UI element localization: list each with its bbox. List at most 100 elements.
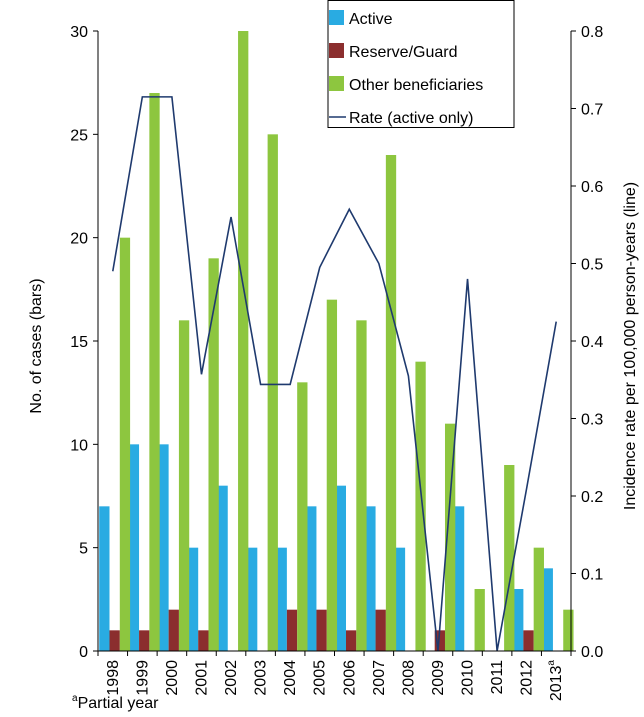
x-tick-label-2008: 2008 (400, 660, 417, 696)
bar-reserve-guard-2004 (286, 609, 298, 651)
x-tick-label-text-2011: 2011 (489, 660, 506, 695)
bar-active-2012 (513, 589, 524, 651)
bar-other-beneficiaries-2010 (474, 589, 485, 651)
bar-active-2001 (187, 547, 199, 651)
bar-reserve-guard-1998 (109, 630, 120, 651)
x-tick-label-2001: 2001 (193, 660, 210, 696)
x-tick-label-2002: 2002 (223, 660, 240, 696)
bar-reserve-guard-1999 (139, 630, 150, 651)
x-tick-label-text-2000: 2000 (164, 660, 181, 696)
bar-active-2010 (453, 506, 465, 651)
bar-other-beneficiaries-2000 (178, 320, 190, 651)
bar-other-beneficiaries-2001 (208, 258, 219, 651)
x-tick-label-2009: 2009 (430, 660, 447, 696)
bar-reserve-guard-2006 (346, 630, 357, 651)
bar-reserve-guard-2007 (375, 609, 386, 651)
y2-tick-label-0.3: 0.3 (581, 412, 603, 429)
y2-tick-label-0.4: 0.4 (581, 334, 603, 351)
y-tick-label-15: 15 (70, 334, 88, 351)
bar-active-2000 (158, 444, 169, 651)
legend: Active Reserve/Guard Other beneficiaries Ra… (327, 0, 515, 128)
bar-active-2005 (306, 506, 317, 651)
bar-active-1999 (128, 444, 140, 651)
y2-tick-label-0.7: 0.7 (581, 102, 603, 119)
legend-label-active: Active (349, 11, 393, 28)
bar-reserve-guard-2000 (168, 609, 179, 651)
legend-swatch-active (329, 10, 344, 25)
y-tick-label-30: 30 (70, 24, 88, 41)
legend-box (327, 0, 515, 128)
y2-tick-label-0.0: 0.0 (581, 644, 603, 661)
y2-axis-title: Incidence rate per 100,000 person-years … (622, 182, 639, 510)
axes-group: 0 5 10 15 20 25 30 0.0 0.1 0.2 0.3 0.4 0.5 0.6 0.7 0.8 1… (70, 24, 603, 701)
x-tick-label-2007: 2007 (371, 660, 388, 696)
legend-label-reserve-guard: Reserve/Guard (349, 44, 458, 61)
legend-swatch-reserve-guard (329, 43, 344, 58)
footnote-superscript: a (72, 693, 78, 704)
bar-other-beneficiaries-2003 (267, 134, 278, 651)
bar-reserve-guard-2001 (198, 630, 209, 651)
x-tick-label-2004: 2004 (282, 660, 299, 696)
bar-other-beneficiaries-2013 (563, 609, 574, 651)
bar-other-beneficiaries-2012 (533, 547, 544, 651)
bar-other-beneficiaries-2007 (385, 155, 397, 651)
bar-reserve-guard-2012 (523, 630, 534, 651)
x-tick-label-text-2012: 2012 (519, 660, 536, 696)
x-tick-label-text-2010: 2010 (460, 660, 477, 696)
rate-line (111, 96, 558, 652)
x-tick-label-2006: 2006 (341, 660, 358, 696)
x-tick-label-text-2003: 2003 (253, 660, 270, 696)
x-tick-label-2013: 2013a (546, 660, 565, 702)
x-tick-label-2010: 2010 (460, 660, 477, 696)
legend-swatch-other-beneficiaries (329, 76, 344, 91)
bar-other-beneficiaries-2008 (415, 361, 426, 651)
bar-reserve-guard-2005 (316, 609, 327, 651)
bar-active-2008 (394, 547, 406, 651)
bar-reserve-guard-2009 (434, 630, 445, 651)
bar-active-2004 (276, 547, 287, 651)
x-tick-label-2012: 2012 (519, 660, 536, 696)
bar-other-beneficiaries-2009 (444, 423, 456, 651)
x-tick-label-text-2006: 2006 (341, 660, 358, 696)
legend-label-other-beneficiaries: Other beneficiaries (349, 77, 483, 94)
y-axis-title: No. of cases (bars) (28, 278, 45, 413)
bar-other-beneficiaries-2005 (326, 299, 338, 651)
x-tick-label-text-2005: 2005 (312, 660, 329, 696)
bars-group (99, 31, 574, 652)
x-tick-label-text-2008: 2008 (400, 660, 417, 696)
x-tick-label-text-1999: 1999 (134, 660, 151, 696)
y2-tick-label-0.2: 0.2 (581, 489, 603, 506)
y-tick-label-25: 25 (70, 127, 88, 144)
y-tick-label-0: 0 (79, 644, 88, 661)
x-tick-label-superscript-2013: a (546, 660, 557, 666)
bar-other-beneficiaries-1999 (149, 93, 160, 651)
bar-active-2003 (247, 547, 258, 651)
rate-line-group (111, 96, 558, 652)
y-tick-label-5: 5 (79, 541, 88, 558)
x-tick-label-text-2004: 2004 (282, 660, 299, 696)
x-tick-label-text-2009: 2009 (430, 660, 447, 696)
bar-other-beneficiaries-2006 (356, 320, 367, 651)
y2-tick-label-0.5: 0.5 (581, 257, 603, 274)
y2-tick-label-0.1: 0.1 (581, 567, 603, 584)
x-tick-label-2000: 2000 (164, 660, 181, 696)
x-tick-label-text-2001: 2001 (193, 660, 210, 696)
y2-tick-label-0.6: 0.6 (581, 179, 603, 196)
footnote-text: Partial year (78, 695, 160, 712)
footnote: aPartial year (72, 693, 159, 712)
bar-other-beneficiaries-2002 (238, 31, 249, 651)
bar-active-2013 (542, 568, 553, 651)
y-tick-label-20: 20 (70, 231, 88, 248)
bar-other-beneficiaries-2011 (504, 465, 515, 651)
x-tick-label-2005: 2005 (312, 660, 329, 696)
bar-active-2006 (335, 485, 346, 651)
bar-other-beneficiaries-1998 (119, 237, 131, 652)
x-tick-label-text-2013: 2013 (548, 665, 565, 701)
y2-tick-label-0.8: 0.8 (581, 24, 603, 41)
legend-label-rate-active-only: Rate (active only) (349, 110, 474, 127)
x-tick-label-2003: 2003 (253, 660, 270, 696)
x-tick-label-1998: 1998 (105, 660, 122, 696)
x-tick-label-1999: 1999 (134, 660, 151, 696)
bar-active-2002 (217, 485, 228, 651)
